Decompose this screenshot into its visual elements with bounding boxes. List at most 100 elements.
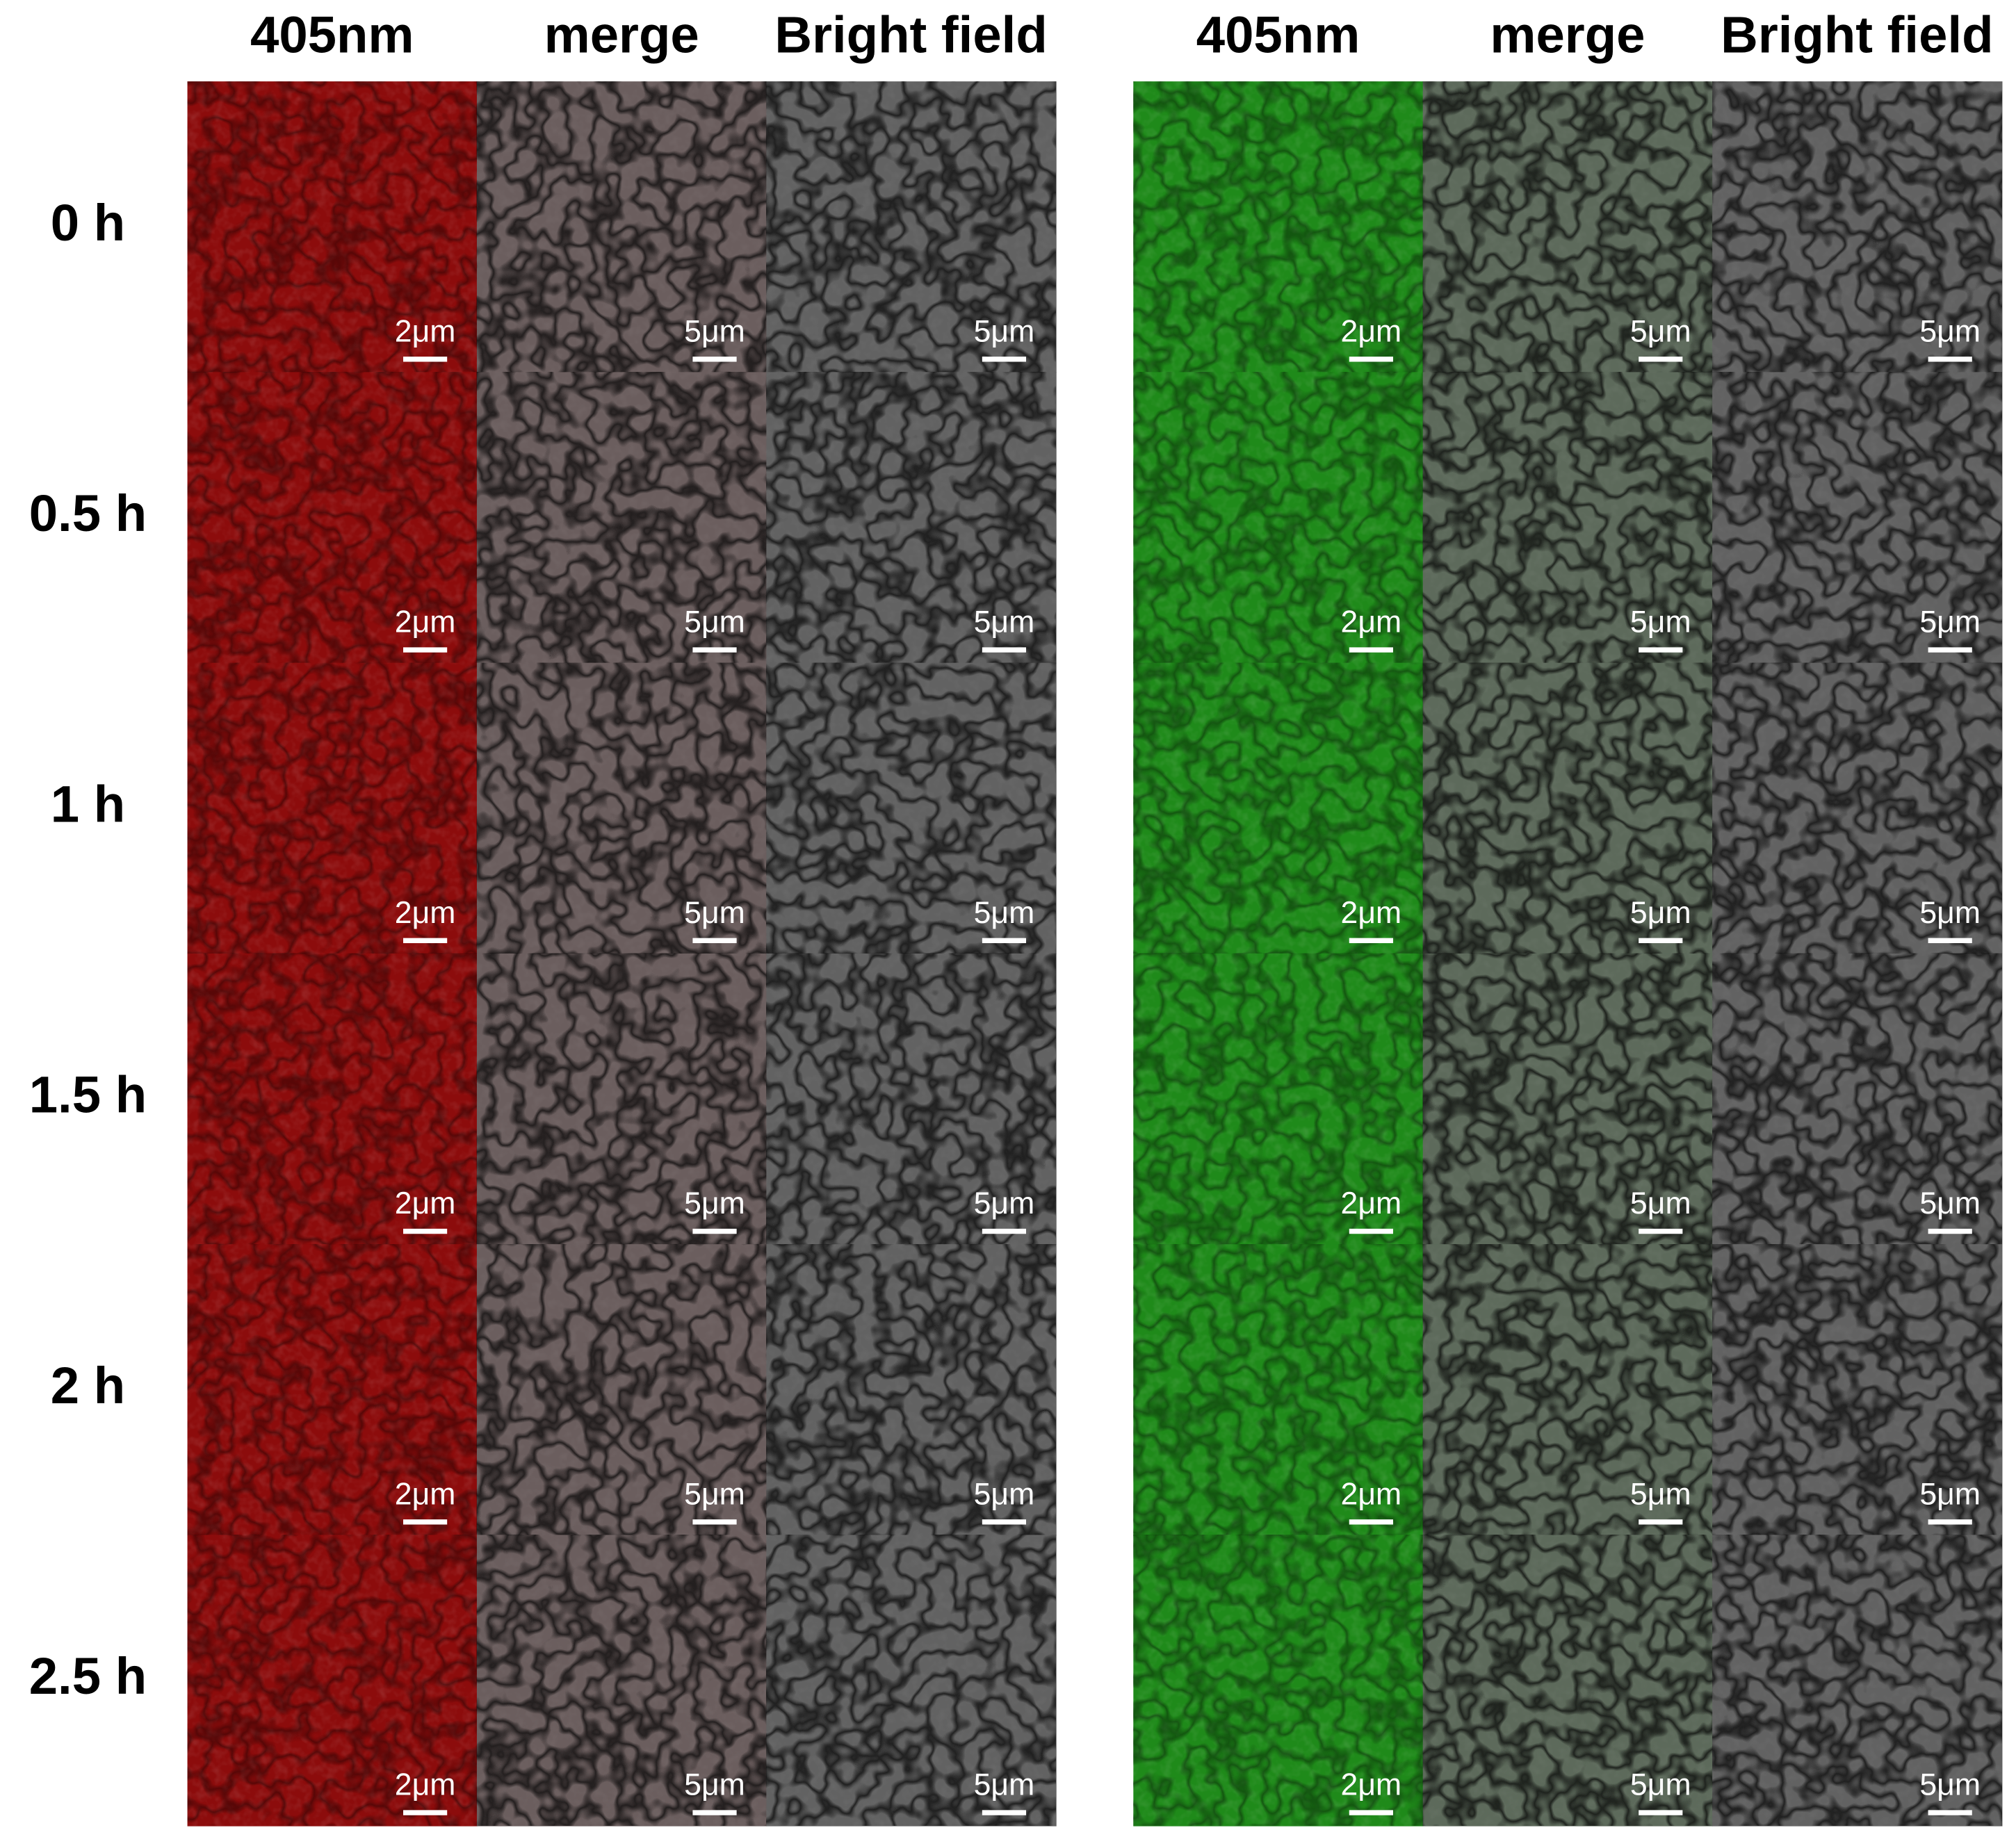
scale-bar-label: 5μm bbox=[1630, 896, 1691, 930]
image-cracks bbox=[1422, 662, 1713, 954]
image-cracks bbox=[187, 1535, 477, 1826]
scale-bar-label: 5μm bbox=[1630, 1768, 1691, 1802]
scale-bar-label: 2μm bbox=[395, 314, 456, 348]
image-cracks bbox=[766, 1244, 1056, 1535]
scale-bar-label: 5μm bbox=[1919, 1768, 1981, 1802]
image-cracks bbox=[476, 953, 767, 1245]
micrograph: 2μm bbox=[187, 372, 478, 664]
scale-bar-label: 5μm bbox=[974, 1186, 1035, 1220]
micrograph: 2μm bbox=[187, 1244, 478, 1536]
scale-bar-label: 5μm bbox=[684, 1186, 745, 1220]
micrograph: 5μm bbox=[476, 81, 767, 373]
micrograph: 2μm bbox=[187, 81, 478, 373]
scale-bar-label: 2μm bbox=[1341, 1768, 1402, 1802]
image-cracks bbox=[1422, 1244, 1713, 1535]
micrograph: 2μm bbox=[1133, 81, 1424, 373]
image-cracks bbox=[1422, 1535, 1713, 1826]
row-label: 1 h bbox=[51, 775, 125, 833]
scale-bar-label: 2μm bbox=[1341, 896, 1402, 930]
micrograph: 5μm bbox=[766, 372, 1057, 664]
image-cracks bbox=[766, 372, 1056, 663]
image-cracks bbox=[1422, 953, 1713, 1245]
scale-bar-label: 2μm bbox=[395, 1477, 456, 1511]
scale-bar-label: 2μm bbox=[1341, 605, 1402, 639]
row-label: 1.5 h bbox=[29, 1066, 147, 1124]
column-header: Bright field bbox=[774, 6, 1047, 63]
image-cracks bbox=[1133, 81, 1423, 373]
image-cracks bbox=[1422, 81, 1713, 373]
micrograph: 2μm bbox=[187, 953, 478, 1245]
image-cracks bbox=[476, 662, 767, 954]
scale-bar-label: 5μm bbox=[974, 1768, 1035, 1802]
micrograph: 5μm bbox=[766, 662, 1057, 954]
image-cracks bbox=[1133, 1244, 1423, 1535]
micrograph: 5μm bbox=[1422, 81, 1714, 373]
scale-bar-label: 5μm bbox=[974, 314, 1035, 348]
image-cracks bbox=[1133, 1535, 1423, 1826]
image-cracks bbox=[187, 953, 477, 1245]
image-cracks bbox=[1712, 953, 2002, 1245]
image-cracks bbox=[1133, 953, 1423, 1245]
scale-bar-label: 5μm bbox=[974, 896, 1035, 930]
column-header: 405nm bbox=[1196, 6, 1360, 63]
micrograph: 5μm bbox=[1712, 1535, 2003, 1827]
micrograph: 2μm bbox=[1133, 1535, 1424, 1827]
micrograph: 5μm bbox=[1422, 372, 1714, 664]
column-header: 405nm bbox=[250, 6, 414, 63]
micrograph: 2μm bbox=[187, 662, 478, 954]
micrograph: 5μm bbox=[1422, 953, 1714, 1245]
micrograph: 2μm bbox=[1133, 953, 1424, 1245]
image-cracks bbox=[766, 953, 1056, 1245]
scale-bar-label: 2μm bbox=[395, 1768, 456, 1802]
row-label: 0.5 h bbox=[29, 484, 147, 542]
image-cracks bbox=[1133, 372, 1423, 663]
image-cracks bbox=[1422, 372, 1713, 663]
image-cracks bbox=[1133, 662, 1423, 954]
micrograph: 2μm bbox=[187, 1535, 478, 1827]
scale-bar-label: 5μm bbox=[1630, 605, 1691, 639]
scale-bar-label: 5μm bbox=[1630, 314, 1691, 348]
micrograph: 5μm bbox=[1712, 81, 2003, 373]
micrograph: 5μm bbox=[1712, 953, 2003, 1245]
micrograph: 2μm bbox=[1133, 1244, 1424, 1536]
micrograph: 5μm bbox=[1422, 662, 1714, 954]
image-cracks bbox=[1712, 1535, 2002, 1826]
micrograph: 5μm bbox=[1422, 1535, 1714, 1827]
image-cracks bbox=[476, 1535, 767, 1826]
micrograph: 5μm bbox=[476, 953, 767, 1245]
scale-bar-label: 5μm bbox=[684, 1477, 745, 1511]
scale-bar-label: 5μm bbox=[684, 605, 745, 639]
micrograph: 5μm bbox=[766, 81, 1057, 373]
row-label: 2 h bbox=[51, 1357, 125, 1414]
column-header: merge bbox=[1490, 6, 1645, 63]
scale-bar-label: 5μm bbox=[1919, 896, 1981, 930]
scale-bar-label: 2μm bbox=[1341, 1477, 1402, 1511]
micrograph: 2μm bbox=[1133, 662, 1424, 954]
row-label: 0 h bbox=[51, 194, 125, 252]
scale-bar-label: 5μm bbox=[974, 1477, 1035, 1511]
micrograph: 5μm bbox=[1712, 372, 2003, 664]
image-cracks bbox=[187, 1244, 477, 1535]
micrograph: 5μm bbox=[766, 1535, 1057, 1827]
image-cracks bbox=[476, 1244, 767, 1535]
scale-bar-label: 2μm bbox=[1341, 314, 1402, 348]
image-cracks bbox=[1712, 81, 2002, 373]
scale-bar-label: 5μm bbox=[684, 314, 745, 348]
image-cracks bbox=[1712, 1244, 2002, 1535]
image-cracks bbox=[766, 662, 1056, 954]
image-cracks bbox=[766, 81, 1056, 373]
image-cracks bbox=[187, 662, 477, 954]
scale-bar-label: 2μm bbox=[395, 605, 456, 639]
scale-bar-label: 5μm bbox=[1919, 314, 1981, 348]
scale-bar-label: 5μm bbox=[1919, 1186, 1981, 1220]
row-label: 2.5 h bbox=[29, 1647, 147, 1705]
scale-bar-label: 5μm bbox=[974, 605, 1035, 639]
image-cracks bbox=[476, 372, 767, 663]
image-cracks bbox=[187, 372, 477, 663]
micrograph: 5μm bbox=[1712, 1244, 2003, 1536]
micrograph: 2μm bbox=[1133, 372, 1424, 664]
image-cracks bbox=[476, 81, 767, 373]
micrograph: 5μm bbox=[1712, 662, 2003, 954]
